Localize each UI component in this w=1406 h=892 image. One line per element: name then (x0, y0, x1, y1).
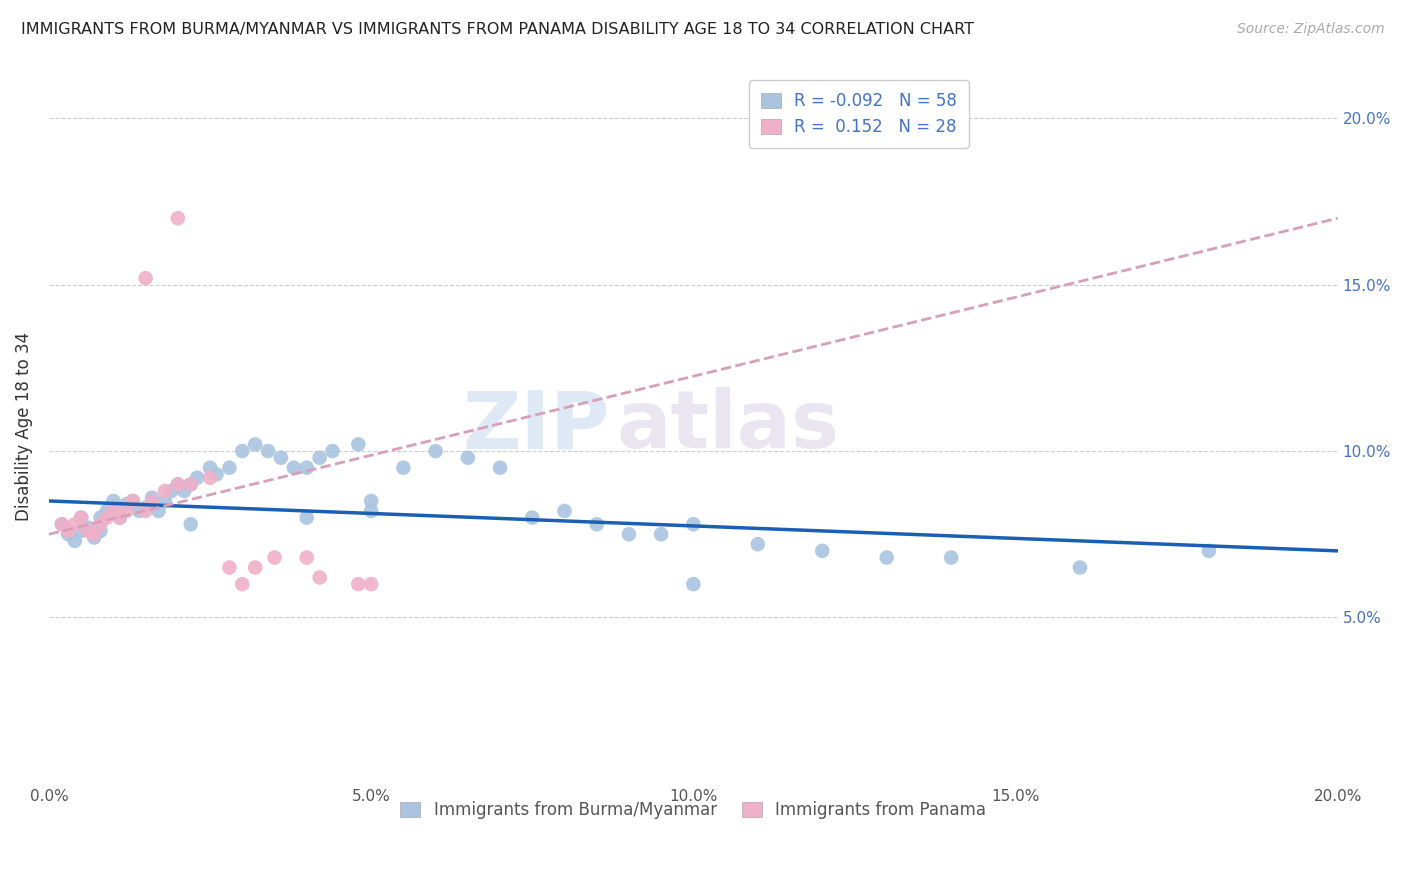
Point (295, 460, 318, 475)
Point (173, 483, 195, 498)
Point (70, 524, 93, 538)
Point (70, 510, 93, 524)
Point (231, 577, 253, 591)
Point (360, 577, 382, 591)
Point (141, 494, 163, 508)
Point (360, 494, 382, 508)
Point (585, 517, 607, 532)
Point (425, 444, 447, 458)
Point (522, 510, 544, 524)
Point (180, 517, 202, 532)
Point (121, 494, 143, 508)
Point (115, 504, 138, 518)
Point (160, 483, 183, 498)
Point (89, 524, 111, 538)
Point (103, 504, 125, 518)
Point (308, 570, 330, 584)
Point (198, 460, 221, 475)
Point (58, 524, 80, 538)
Point (76, 520, 98, 534)
Point (89, 517, 111, 532)
Point (553, 504, 575, 518)
Point (70, 510, 93, 524)
Point (166, 477, 188, 491)
Point (243, 437, 266, 451)
Text: Source: ZipAtlas.com: Source: ZipAtlas.com (1237, 22, 1385, 37)
Point (682, 517, 704, 532)
Point (283, 460, 305, 475)
Point (263, 550, 285, 565)
Point (186, 471, 208, 485)
Point (270, 450, 292, 465)
Point (83, 527, 105, 541)
Point (257, 444, 280, 458)
Point (617, 527, 640, 541)
Text: IMMIGRANTS FROM BURMA/MYANMAR VS IMMIGRANTS FROM PANAMA DISABILITY AGE 18 TO 34 : IMMIGRANTS FROM BURMA/MYANMAR VS IMMIGRA… (21, 22, 974, 37)
Point (747, 537, 769, 551)
Point (115, 497, 138, 511)
Point (128, 504, 150, 518)
Point (141, 491, 163, 505)
Point (321, 444, 343, 458)
Legend: Immigrants from Burma/Myanmar, Immigrants from Panama: Immigrants from Burma/Myanmar, Immigrant… (394, 794, 993, 825)
Point (198, 471, 221, 485)
Point (135, 271, 157, 285)
Point (243, 560, 266, 574)
Point (218, 560, 240, 574)
Point (650, 527, 672, 541)
Point (682, 577, 704, 591)
Point (295, 550, 318, 565)
Point (63, 517, 86, 532)
Point (360, 504, 382, 518)
Point (347, 437, 370, 451)
Point (1069, 560, 1091, 574)
Text: ZIP: ZIP (463, 387, 610, 465)
Point (811, 544, 834, 558)
Point (96, 504, 118, 518)
Point (205, 467, 228, 482)
Point (295, 510, 318, 524)
Point (489, 460, 512, 475)
Point (51, 517, 73, 532)
Point (392, 460, 415, 475)
Point (231, 444, 253, 458)
Point (347, 577, 370, 591)
Point (308, 450, 330, 465)
Point (166, 211, 188, 226)
Point (148, 504, 170, 518)
Point (103, 504, 125, 518)
Point (58, 527, 80, 541)
Point (457, 450, 479, 465)
Point (121, 494, 143, 508)
Y-axis label: Disability Age 18 to 34: Disability Age 18 to 34 (15, 332, 32, 521)
Text: atlas: atlas (616, 387, 839, 465)
Point (108, 510, 131, 524)
Point (218, 460, 240, 475)
Point (83, 531, 105, 545)
Point (135, 504, 157, 518)
Point (51, 517, 73, 532)
Point (76, 524, 98, 538)
Point (166, 477, 188, 491)
Point (153, 494, 176, 508)
Point (180, 477, 202, 491)
Point (108, 510, 131, 524)
Point (153, 483, 176, 498)
Point (135, 500, 157, 515)
Point (1198, 544, 1220, 558)
Point (876, 550, 898, 565)
Point (180, 477, 202, 491)
Point (939, 550, 962, 565)
Point (103, 494, 125, 508)
Point (63, 533, 86, 548)
Point (96, 510, 118, 524)
Point (89, 510, 111, 524)
